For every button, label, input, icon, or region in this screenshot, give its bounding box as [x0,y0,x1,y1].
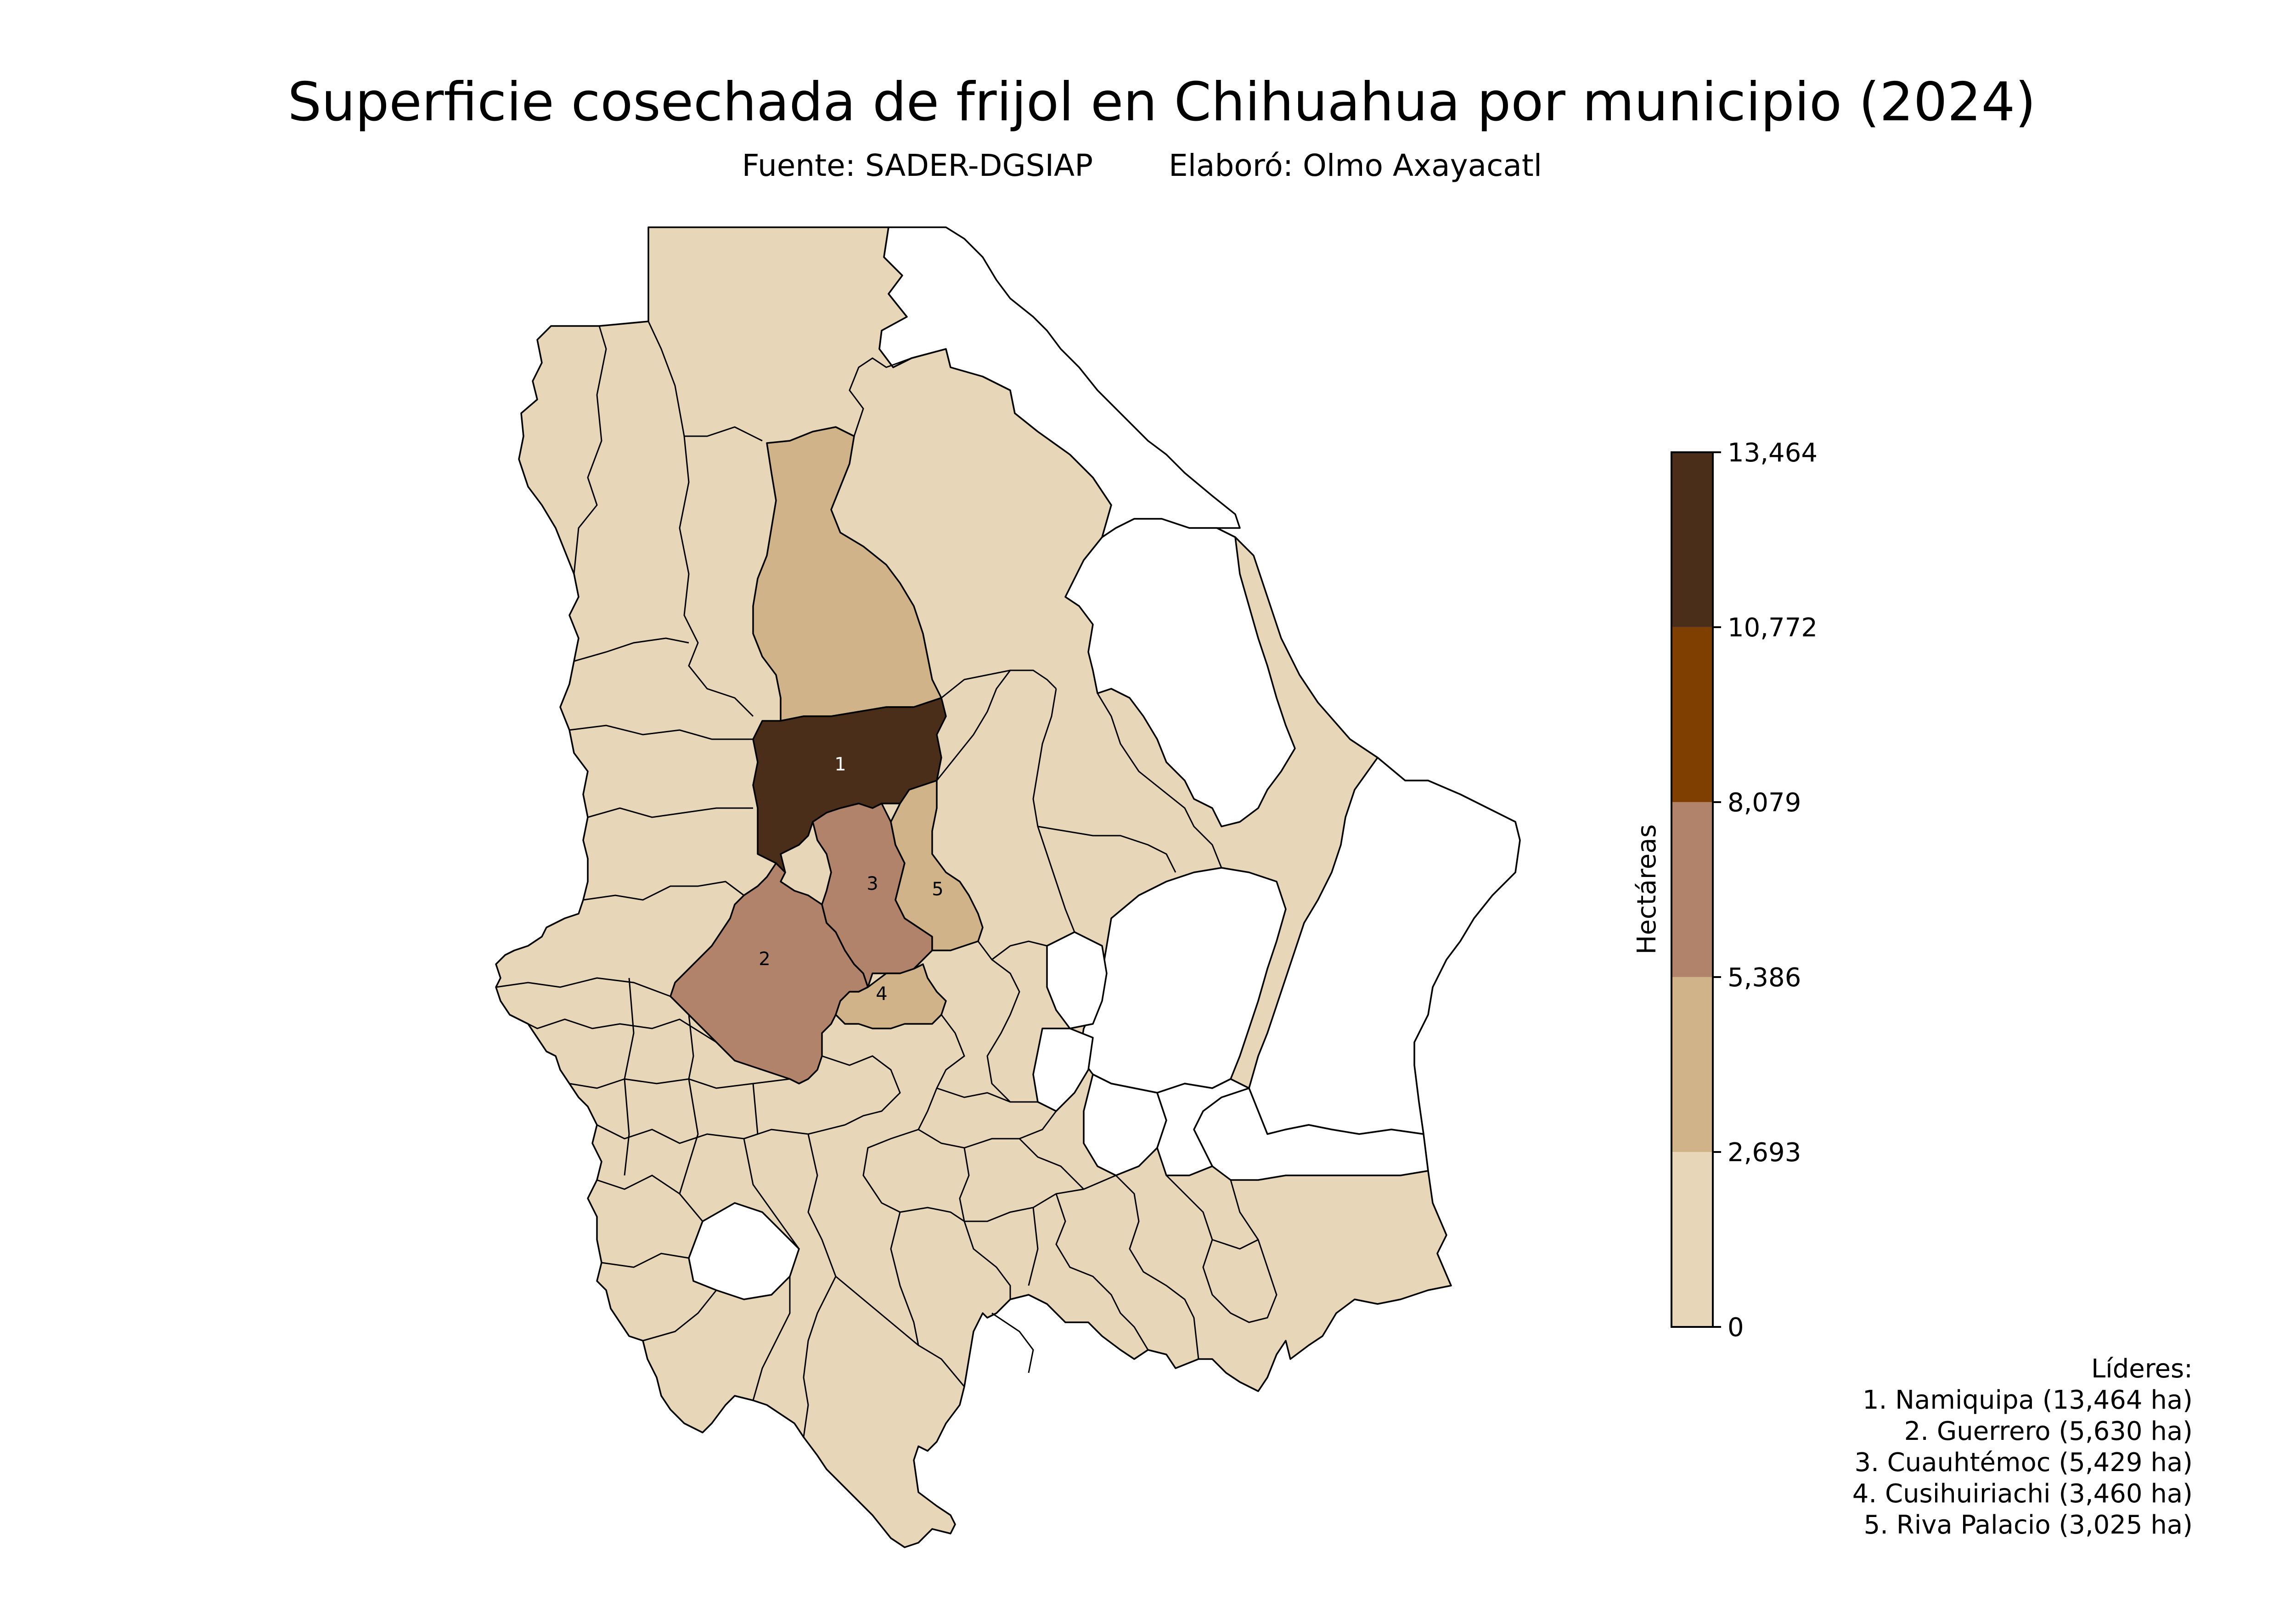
author-note: Elaboró: Olmo Axayacatl [1169,148,1542,183]
leader-item: 1. Namiquipa (13,464 ha) [1863,1385,2193,1415]
colorbar-tick-label: 13,464 [1728,438,1818,468]
municipal-boundaries [495,227,1277,1438]
municipality-cuauhtemoc [812,803,933,988]
colorbar-tick-label: 8,079 [1728,788,1801,818]
map-label-3: 3 [867,873,878,894]
leaders-list: Líderes: 1. Namiquipa (13,464 ha) 2. Gue… [1852,1354,2193,1540]
colorbar-tick-label: 10,772 [1728,613,1818,643]
municipality-delicias-area [1083,1073,1167,1176]
colorbar: 0 2,693 5,386 8,079 10,772 13,464 Hectáreas [1632,438,1818,1343]
leader-item: 3. Cuauhtémoc (5,429 ha) [1854,1448,2193,1478]
colorbar-tick-label: 2,693 [1728,1138,1801,1168]
leader-item: 2. Guerrero (5,630 ha) [1904,1416,2193,1446]
municipality-ahumada [1064,518,1296,827]
colorbar-bin-1 [1671,1152,1713,1327]
source-note: Fuente: SADER-DGSIAP [742,148,1093,183]
colorbar-bin-4 [1671,627,1713,802]
leaders-heading: Líderes: [2091,1354,2193,1384]
municipality-ocampo-area [688,1202,800,1300]
map-label-5: 5 [932,879,943,900]
colorbar-frame [1671,451,1714,1328]
colorbar-bins [1671,452,1713,1327]
colorbar-label: Hectáreas [1632,824,1662,954]
map-label-4: 4 [876,983,887,1005]
municipality-camargo-area [1156,1078,1250,1176]
map-label-1: 1 [834,754,846,775]
map-label-2: 2 [759,949,770,970]
leader-item: 4. Cusihuiriachi (3,460 ha) [1852,1479,2193,1509]
map-title: Superficie cosechada de frijol en Chihua… [287,71,2036,133]
municipality-meoqui-area [1046,931,1108,1029]
colorbar-tick-label: 5,386 [1728,963,1801,993]
colorbar-bin-5 [1671,452,1713,627]
leader-item: 5. Riva Palacio (3,025 ha) [1864,1510,2193,1540]
municipality-rosales-area [1032,1028,1094,1112]
colorbar-bin-3 [1671,802,1713,977]
colorbar-ticks: 0 2,693 5,386 8,079 10,772 13,464 [1713,438,1818,1343]
state-map [495,226,1521,1548]
colorbar-tick-label: 0 [1728,1313,1744,1343]
colorbar-bin-2 [1671,977,1713,1152]
